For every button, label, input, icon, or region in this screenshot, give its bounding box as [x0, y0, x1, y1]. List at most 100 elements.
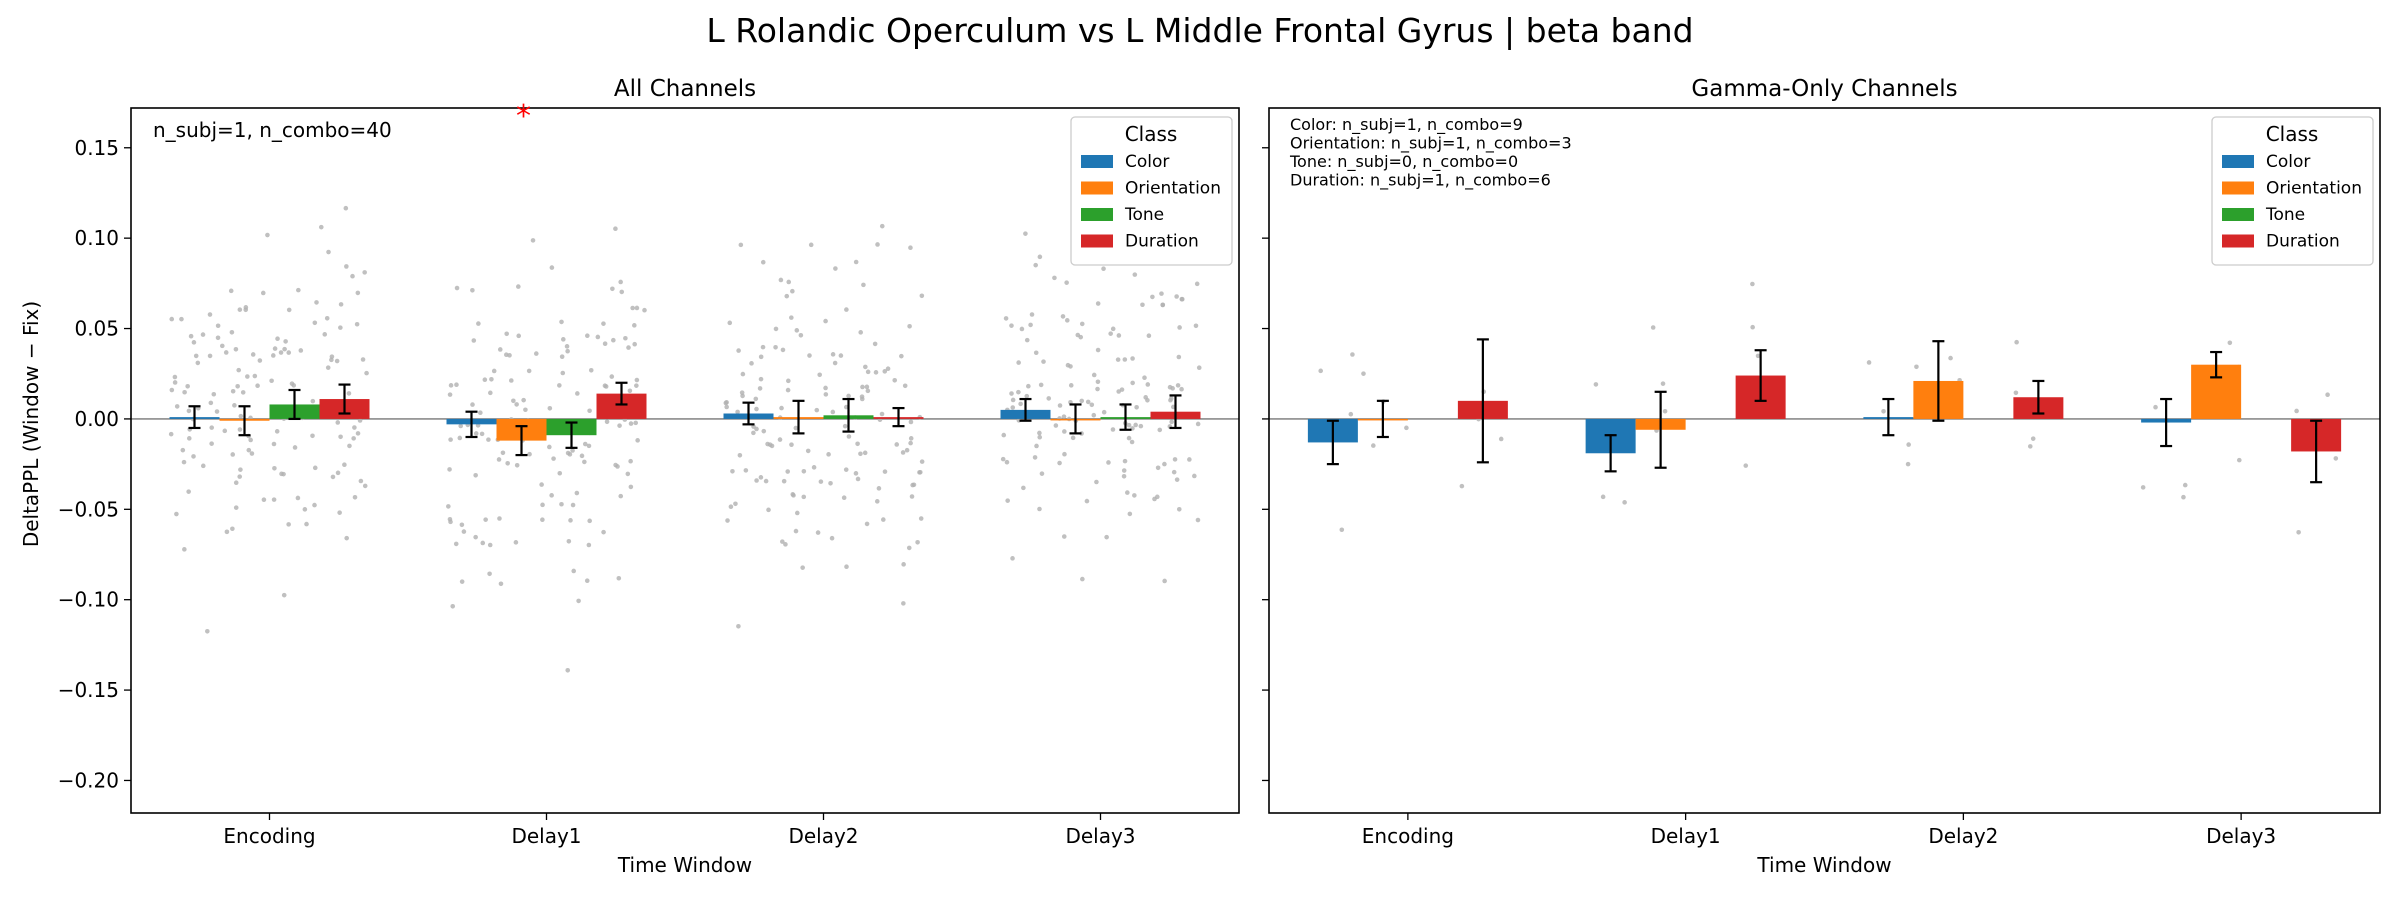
- combo-point: [355, 290, 361, 296]
- combo-point: [586, 542, 592, 548]
- combo-point: [488, 390, 493, 396]
- combo-point: [1750, 281, 1755, 287]
- combo-point: [1004, 459, 1010, 465]
- combo-point: [1029, 312, 1035, 317]
- combo-point: [1094, 479, 1099, 485]
- combo-point: [595, 334, 601, 340]
- combo-point: [1134, 404, 1139, 410]
- combo-point: [296, 287, 301, 293]
- combo-point: [473, 431, 479, 436]
- combo-point: [1593, 382, 1599, 387]
- combo-point: [1018, 401, 1023, 407]
- combo-point: [473, 472, 478, 478]
- combo-point: [237, 427, 243, 432]
- legend-swatch-color: [2222, 155, 2254, 168]
- combo-point: [1318, 368, 1323, 374]
- combo-point: [2030, 436, 2036, 441]
- combo-point: [168, 431, 174, 437]
- combo-point: [1101, 409, 1107, 415]
- combo-point: [1498, 436, 1504, 442]
- combo-point: [1176, 506, 1182, 512]
- combo-point: [547, 405, 553, 411]
- combo-point: [1062, 451, 1067, 457]
- combo-point: [917, 470, 922, 475]
- combo-point: [174, 511, 179, 517]
- combo-point: [174, 404, 180, 409]
- combo-point: [587, 518, 592, 524]
- combo-point: [1133, 422, 1138, 428]
- combo-point: [1122, 458, 1128, 464]
- combo-point: [362, 270, 367, 275]
- combo-point: [2181, 494, 2186, 500]
- sample-size-annotation: Color: n_subj=1, n_combo=9: [1290, 115, 1523, 135]
- combo-point: [533, 351, 539, 356]
- combo-point: [1195, 421, 1201, 427]
- combo-point: [1162, 461, 1167, 467]
- combo-point: [1339, 527, 1345, 533]
- legend-swatch-tone: [2222, 208, 2254, 221]
- combo-point: [1361, 371, 1366, 376]
- combo-point: [765, 441, 770, 447]
- combo-point: [302, 507, 308, 512]
- combo-point: [754, 478, 759, 483]
- combo-point: [760, 259, 766, 265]
- combo-point: [1010, 397, 1016, 403]
- combo-point: [275, 336, 280, 342]
- combo-point: [1192, 473, 1197, 479]
- combo-point: [1196, 365, 1202, 371]
- combo-point: [858, 330, 864, 335]
- combo-point: [574, 490, 580, 496]
- combo-point: [855, 476, 861, 482]
- combo-point: [497, 516, 502, 521]
- combo-point: [1125, 490, 1130, 495]
- combo-point: [855, 441, 860, 447]
- combo-point: [1108, 331, 1113, 336]
- combo-point: [1085, 399, 1091, 405]
- combo-point: [760, 344, 766, 350]
- combo-point: [630, 305, 635, 311]
- combo-point: [575, 391, 580, 396]
- combo-point: [783, 542, 788, 547]
- combo-point: [1106, 460, 1111, 465]
- combo-point: [482, 377, 488, 383]
- combo-point: [844, 307, 849, 312]
- combo-point: [1033, 262, 1038, 268]
- combo-point: [507, 353, 512, 358]
- combo-point: [352, 425, 357, 430]
- combo-point: [500, 450, 506, 456]
- combo-point: [758, 354, 764, 360]
- combo-point: [723, 400, 729, 406]
- combo-point: [918, 516, 924, 521]
- combo-point: [355, 431, 361, 436]
- combo-point: [570, 448, 575, 453]
- combo-point: [179, 316, 184, 322]
- combo-point: [223, 350, 229, 355]
- combo-point: [557, 470, 563, 476]
- combo-point: [1905, 461, 1911, 467]
- combo-point: [1091, 412, 1097, 418]
- combo-point: [454, 285, 460, 291]
- legend-title: Class: [2266, 122, 2319, 146]
- combo-point: [570, 502, 576, 508]
- combo-point: [613, 226, 618, 232]
- combo-point: [815, 530, 821, 535]
- combo-point: [260, 290, 266, 296]
- combo-point: [470, 288, 475, 293]
- combo-point: [338, 434, 343, 440]
- combo-point: [634, 383, 639, 388]
- combo-point: [601, 321, 606, 326]
- combo-point: [224, 529, 230, 535]
- combo-point: [568, 518, 573, 523]
- combo-point: [786, 279, 792, 285]
- combo-point: [211, 391, 217, 397]
- combo-point: [232, 403, 237, 408]
- combo-point: [1089, 402, 1095, 408]
- combo-point: [539, 482, 544, 487]
- combo-point: [207, 353, 213, 359]
- combo-point: [1350, 352, 1355, 357]
- combo-point: [1034, 443, 1039, 449]
- combo-point: [298, 348, 304, 353]
- x-axis-label: Time Window: [617, 853, 752, 877]
- combo-point: [514, 462, 520, 468]
- combo-point: [191, 340, 197, 345]
